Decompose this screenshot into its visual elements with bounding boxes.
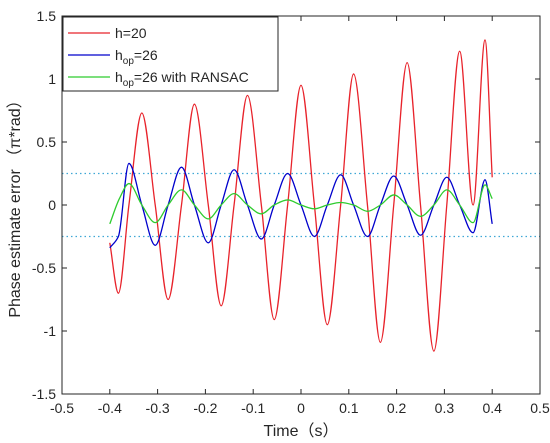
y-tick-label: 1 xyxy=(48,71,56,87)
x-tick-label: 0.4 xyxy=(482,400,502,416)
x-tick-label: 0.1 xyxy=(339,400,359,416)
x-axis-label: Time（s） xyxy=(264,422,339,440)
x-tick-label: -0.2 xyxy=(193,400,217,416)
legend-label: hop=26 with RANSAC xyxy=(115,69,249,89)
series-h20-line xyxy=(109,39,493,352)
y-tick-label: -0.5 xyxy=(32,260,56,276)
series-layer xyxy=(109,39,493,352)
x-tick-label: 0.2 xyxy=(387,400,407,416)
y-axis-ticks: -1.5 -1 -0.5 0 0.5 1 1.5 xyxy=(32,8,540,402)
x-tick-label: 0 xyxy=(297,400,305,416)
x-tick-label: -0.4 xyxy=(98,400,122,416)
x-axis-ticks: -0.5 -0.4 -0.3 -0.2 -0.1 0 0.1 0.2 0.3 0.4 0.5 xyxy=(50,16,550,416)
x-tick-label: -0.1 xyxy=(241,400,265,416)
y-tick-label: 0 xyxy=(48,197,56,213)
series-hop26-ransac-line xyxy=(109,182,493,225)
x-tick-label: -0.5 xyxy=(50,400,74,416)
y-tick-label: 1.5 xyxy=(37,8,57,24)
legend-label: h=20 xyxy=(115,25,147,41)
y-tick-label: -1.5 xyxy=(32,386,56,402)
x-tick-label: 0.3 xyxy=(435,400,455,416)
x-tick-label: 0.5 xyxy=(530,400,550,416)
legend-box xyxy=(62,16,279,92)
legend-label: hop=26 xyxy=(115,47,158,67)
y-tick-label: 0.5 xyxy=(37,134,57,150)
y-tick-label: -1 xyxy=(44,323,57,339)
reference-lines xyxy=(62,172,540,238)
x-tick-label: -0.3 xyxy=(146,400,170,416)
y-axis-label: Phase estimate error （π*rad） xyxy=(6,92,24,317)
